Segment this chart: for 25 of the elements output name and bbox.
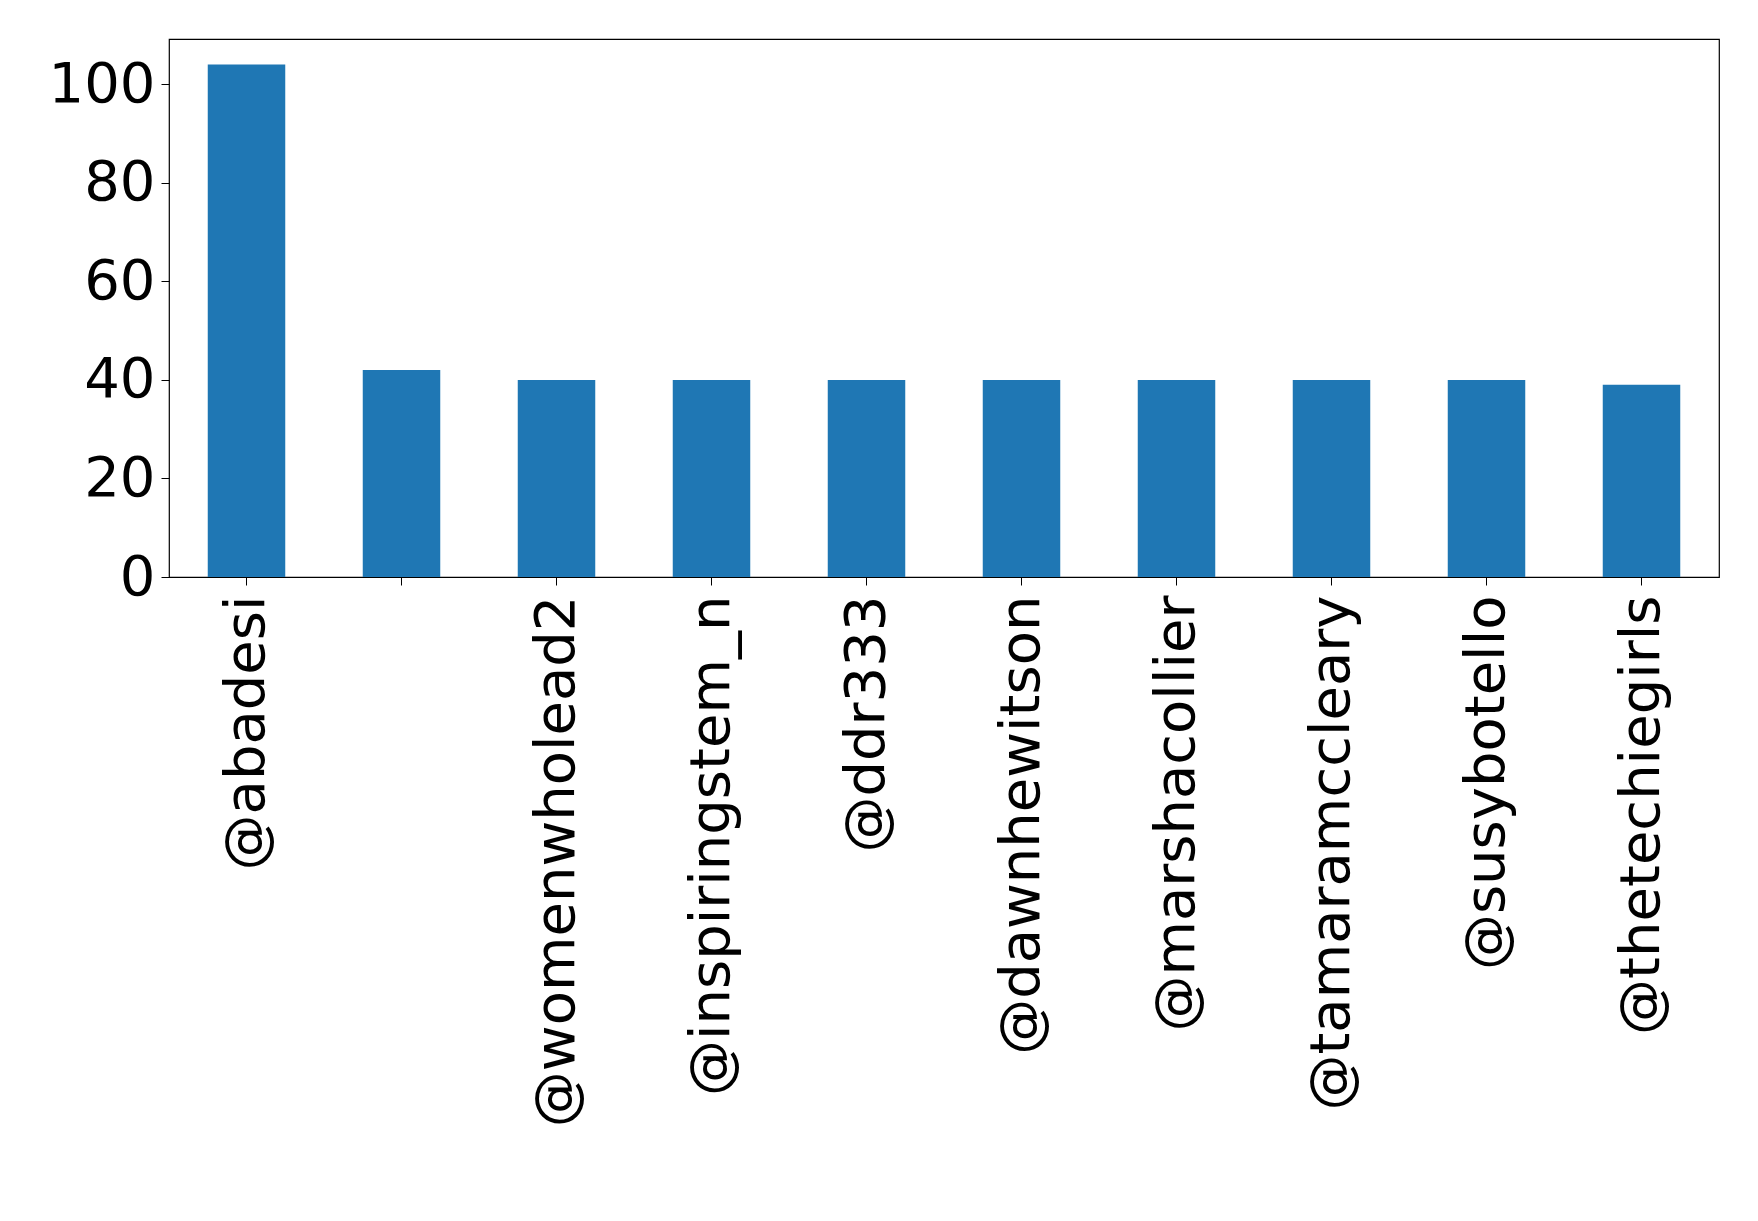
bar bbox=[827, 379, 906, 577]
x-tick-label: @ddr333 bbox=[831, 595, 897, 853]
y-tick-label: 20 bbox=[84, 443, 156, 509]
x-tick-label: @inspiringstem_n bbox=[676, 595, 742, 1097]
bar bbox=[362, 370, 441, 577]
y-tick-label: 80 bbox=[84, 148, 156, 214]
bar bbox=[517, 379, 596, 577]
bar bbox=[207, 64, 286, 577]
bar bbox=[1447, 379, 1526, 577]
x-tick-label: @marshacollier bbox=[1141, 594, 1207, 1032]
bar bbox=[982, 379, 1061, 577]
bar bbox=[1137, 379, 1216, 577]
y-tick-label: 60 bbox=[84, 246, 156, 312]
bar bbox=[672, 379, 751, 577]
x-tick-label: @dawnhewitson bbox=[986, 595, 1052, 1055]
x-tick-label: @abadesi bbox=[211, 595, 277, 871]
bar bbox=[1602, 384, 1681, 577]
x-tick-label: @thetechiegirls bbox=[1606, 595, 1672, 1035]
x-tick-label: @tamaramccleary bbox=[1296, 595, 1362, 1111]
y-tick-label: 40 bbox=[84, 345, 156, 411]
bar bbox=[1292, 379, 1371, 577]
x-tick-label: @womenwholead2 bbox=[521, 595, 587, 1128]
x-tick-label: @susybotello bbox=[1451, 595, 1517, 971]
y-tick-label: 100 bbox=[48, 49, 156, 115]
y-tick-label: 0 bbox=[119, 542, 156, 608]
